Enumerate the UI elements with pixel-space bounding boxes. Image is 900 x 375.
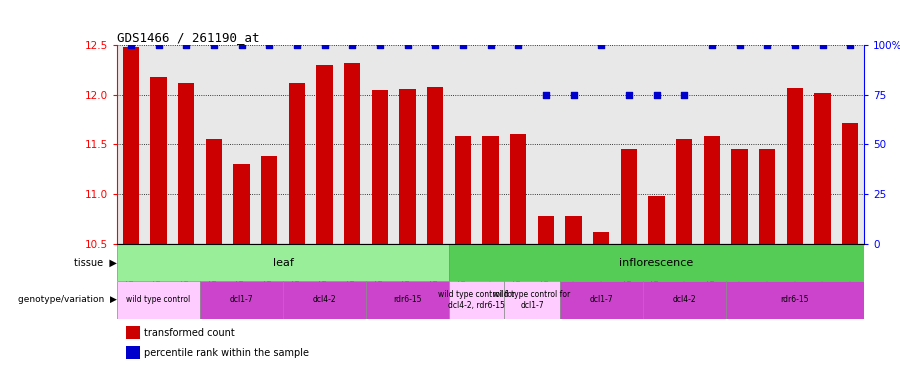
Point (760, 42, 774, 48)
Bar (787, 88, 803, 244)
Text: percentile rank within the sample: percentile rank within the sample (144, 348, 309, 358)
Point (123, 42, 138, 48)
Bar (842, 123, 859, 244)
Point (290, 42, 304, 48)
Bar (126, 346, 140, 359)
Point (428, 42, 443, 48)
Point (318, 42, 332, 48)
Bar (344, 63, 361, 244)
Point (815, 42, 830, 48)
Text: inflorescence: inflorescence (619, 258, 694, 267)
Bar (504, 281, 560, 319)
Point (262, 42, 276, 48)
Bar (510, 135, 526, 244)
Bar (200, 281, 283, 319)
Bar (122, 47, 140, 244)
Bar (366, 281, 449, 319)
Point (538, 92, 553, 98)
Text: wild type control: wild type control (126, 296, 191, 304)
Bar (261, 156, 277, 244)
Point (345, 42, 359, 48)
Bar (731, 149, 748, 244)
Point (594, 42, 608, 48)
Bar (704, 136, 720, 244)
Point (179, 42, 194, 48)
Text: wild type control for
dcl4-2, rdr6-15: wild type control for dcl4-2, rdr6-15 (438, 290, 516, 310)
Bar (759, 149, 776, 244)
Bar (427, 87, 444, 244)
Point (151, 42, 166, 48)
Bar (676, 140, 692, 244)
Bar (117, 281, 200, 319)
Point (511, 42, 526, 48)
Bar (593, 232, 609, 244)
Text: rdr6-15: rdr6-15 (780, 296, 809, 304)
Text: genotype/variation  ▶: genotype/variation ▶ (18, 296, 117, 304)
Text: dcl4-2: dcl4-2 (672, 296, 696, 304)
Bar (283, 281, 366, 319)
Text: GDS1466 / 261190_at: GDS1466 / 261190_at (117, 31, 259, 44)
Point (843, 42, 858, 48)
Point (788, 42, 802, 48)
Text: leaf: leaf (273, 258, 293, 267)
Bar (537, 216, 554, 244)
Text: dcl1-7: dcl1-7 (230, 296, 253, 304)
Point (207, 42, 221, 48)
Point (566, 92, 580, 98)
Text: transformed count: transformed count (144, 328, 235, 338)
Bar (648, 196, 665, 244)
Bar (400, 89, 416, 244)
Bar (725, 281, 864, 319)
Bar (233, 164, 250, 244)
Bar (560, 281, 643, 319)
Bar (620, 149, 637, 244)
Bar (454, 136, 471, 244)
Bar (372, 90, 388, 244)
Point (373, 42, 387, 48)
Point (483, 42, 498, 48)
Point (400, 42, 415, 48)
Point (234, 42, 248, 48)
Bar (449, 244, 864, 281)
Bar (814, 93, 831, 244)
Bar (565, 216, 581, 244)
Point (677, 92, 691, 98)
Bar (316, 65, 333, 244)
Bar (643, 281, 725, 319)
Point (733, 42, 747, 48)
Point (455, 42, 470, 48)
Bar (449, 281, 504, 319)
Point (622, 92, 636, 98)
Text: tissue  ▶: tissue ▶ (74, 258, 117, 267)
Point (649, 92, 663, 98)
Bar (126, 326, 140, 339)
Bar (205, 140, 222, 244)
Text: dcl1-7: dcl1-7 (590, 296, 613, 304)
Bar (150, 77, 166, 244)
Text: wild type control for
dcl1-7: wild type control for dcl1-7 (493, 290, 571, 310)
Text: rdr6-15: rdr6-15 (393, 296, 422, 304)
Bar (289, 83, 305, 244)
Text: dcl4-2: dcl4-2 (312, 296, 337, 304)
Bar (178, 83, 194, 244)
Point (705, 42, 719, 48)
Bar (482, 136, 499, 244)
Bar (117, 244, 449, 281)
